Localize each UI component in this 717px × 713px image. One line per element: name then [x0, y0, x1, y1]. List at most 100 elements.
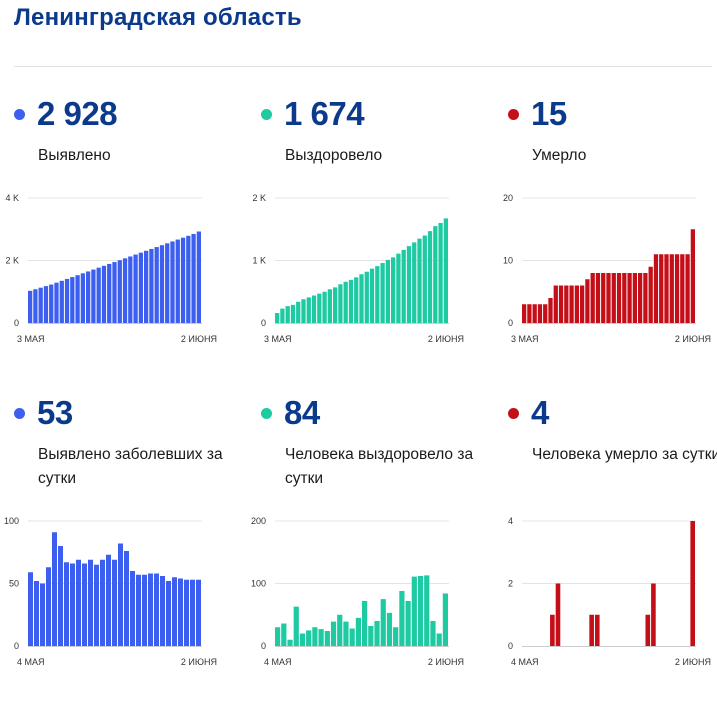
stat-row: 15: [508, 94, 567, 134]
bar: [601, 273, 606, 323]
bar: [186, 235, 191, 323]
bar: [337, 614, 343, 646]
bar: [427, 231, 433, 324]
bar: [317, 293, 322, 324]
y-tick-label: 50: [9, 579, 19, 589]
y-tick-label: 100: [251, 579, 266, 589]
bar: [338, 284, 343, 323]
bar: [88, 559, 93, 646]
bar: [690, 229, 695, 323]
bar: [165, 243, 170, 323]
bar: [175, 239, 180, 323]
bullet-dot-icon: [261, 108, 272, 120]
bar: [385, 259, 390, 324]
bar: [550, 614, 555, 646]
bar: [86, 271, 91, 323]
bar: [318, 629, 324, 647]
bar: [330, 621, 337, 647]
bar: [154, 573, 159, 646]
chart-deaths: 0 10 20 3 МАЯ 2 ИЮНЯ: [503, 193, 711, 344]
bar: [285, 306, 290, 324]
bar: [64, 562, 69, 646]
y-tick-label: 0: [261, 318, 266, 328]
bar: [569, 285, 574, 323]
x-tick-label-end: 2 ИЮНЯ: [428, 657, 464, 667]
chart-detected: 0 2 K 4 K 3 МАЯ 2 ИЮНЯ: [5, 193, 217, 344]
bar: [70, 277, 75, 323]
bar: [275, 627, 281, 646]
bar: [532, 304, 537, 323]
bar: [311, 295, 317, 323]
x-tick-label-start: 4 МАЯ: [264, 657, 292, 667]
bar: [107, 263, 112, 323]
stat-label: Выздоровело: [285, 147, 383, 164]
stat-row: 2 928: [14, 94, 118, 134]
x-tick-label-start: 4 МАЯ: [511, 657, 539, 667]
x-tick-label-start: 4 МАЯ: [17, 657, 45, 667]
y-tick-label: 0: [14, 318, 19, 328]
bar: [364, 271, 369, 323]
bar: [622, 273, 627, 323]
divider: [14, 66, 712, 67]
stat-value: 53: [37, 394, 73, 431]
bar: [290, 304, 296, 324]
stat-label: Человека умерло за сутки: [532, 446, 717, 463]
bar: [574, 285, 579, 323]
bar: [100, 559, 105, 646]
bar: [442, 593, 448, 646]
stat-label: Выявлено заболевших за сутки: [38, 446, 223, 487]
bar: [522, 304, 527, 323]
bar: [343, 281, 348, 323]
bar: [368, 626, 374, 646]
panel-detected: 2 928 Выявлено 0 2 K 4 K 3 МАЯ 2 ИЮНЯ: [5, 94, 254, 414]
bar: [396, 253, 401, 324]
bar: [417, 576, 424, 646]
bar: [106, 554, 111, 646]
y-tick-label: 20: [503, 193, 513, 203]
chart-recovered: 0 1 K 2 K 3 МАЯ 2 ИЮНЯ: [252, 193, 464, 344]
bar: [281, 623, 287, 646]
bullet-dot-icon: [508, 108, 519, 120]
bar: [196, 231, 201, 323]
bullet-dot-icon: [14, 108, 25, 120]
y-tick-label: 1 K: [252, 256, 266, 266]
bar: [33, 289, 38, 323]
panel-daily-detected: 53 Выявлено заболевших за сутки 0 50 100 4 …: [4, 393, 254, 713]
bar: [54, 282, 59, 323]
y-tick-label: 0: [508, 318, 513, 328]
bar: [406, 246, 412, 324]
bar: [690, 521, 695, 646]
bar: [585, 279, 590, 323]
bar: [543, 304, 548, 323]
bar: [101, 265, 107, 323]
bar: [172, 577, 177, 646]
bar: [28, 572, 33, 646]
bar: [380, 599, 386, 647]
bar: [430, 621, 436, 646]
y-tick-label: 2 K: [5, 256, 19, 266]
bar: [293, 606, 299, 647]
bar: [362, 601, 368, 646]
y-tick-label: 4: [508, 516, 513, 526]
bar: [136, 574, 141, 646]
bar: [46, 567, 51, 646]
bar: [76, 559, 81, 646]
bar: [43, 286, 49, 324]
bar: [590, 273, 595, 323]
bar: [75, 275, 80, 323]
bar: [355, 617, 361, 647]
y-tick-label: 4 K: [5, 193, 19, 203]
panel-recovered: 1 674 Выздоровело 0 1 K 2 K 3 МАЯ 2 ИЮНЯ: [252, 94, 501, 414]
bar: [386, 612, 393, 647]
bar: [664, 254, 669, 323]
y-tick-label: 0: [508, 641, 513, 651]
bar: [333, 287, 338, 324]
bar: [40, 583, 45, 646]
bar: [680, 254, 685, 323]
stat-row: 4: [508, 393, 549, 433]
bar: [537, 304, 543, 323]
bar: [96, 267, 101, 323]
bar: [34, 581, 39, 646]
bar: [417, 238, 422, 324]
bar: [594, 614, 600, 646]
